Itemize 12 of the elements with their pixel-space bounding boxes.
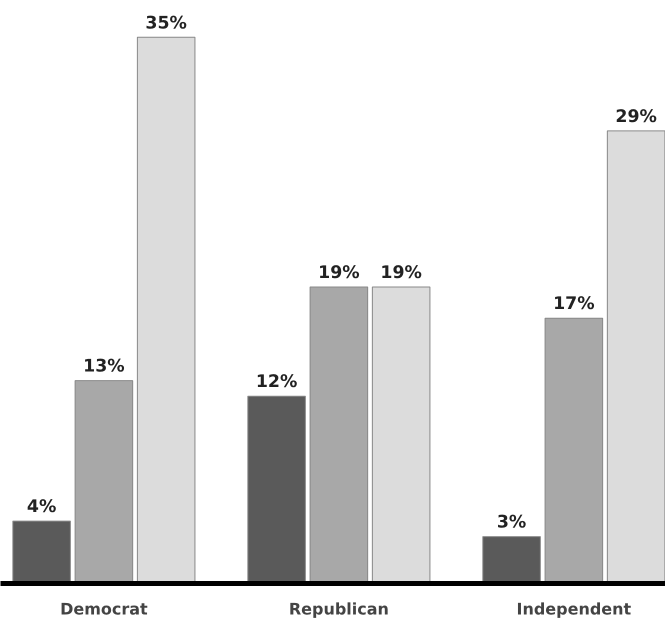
data-label: 19% [380, 262, 422, 283]
data-label: 29% [615, 106, 657, 127]
data-label: 19% [318, 262, 360, 283]
data-label: 17% [553, 294, 595, 314]
data-label: 13% [83, 356, 125, 377]
x-tick-label: Democrat [60, 600, 148, 618]
x-tick-label: Republican [288, 600, 389, 618]
data-label: 12% [256, 372, 298, 392]
data-label: 35% [145, 13, 187, 34]
x-tick-label: Independent [516, 600, 632, 618]
data-label: 4% [26, 497, 56, 518]
data-label: 3% [496, 512, 526, 533]
